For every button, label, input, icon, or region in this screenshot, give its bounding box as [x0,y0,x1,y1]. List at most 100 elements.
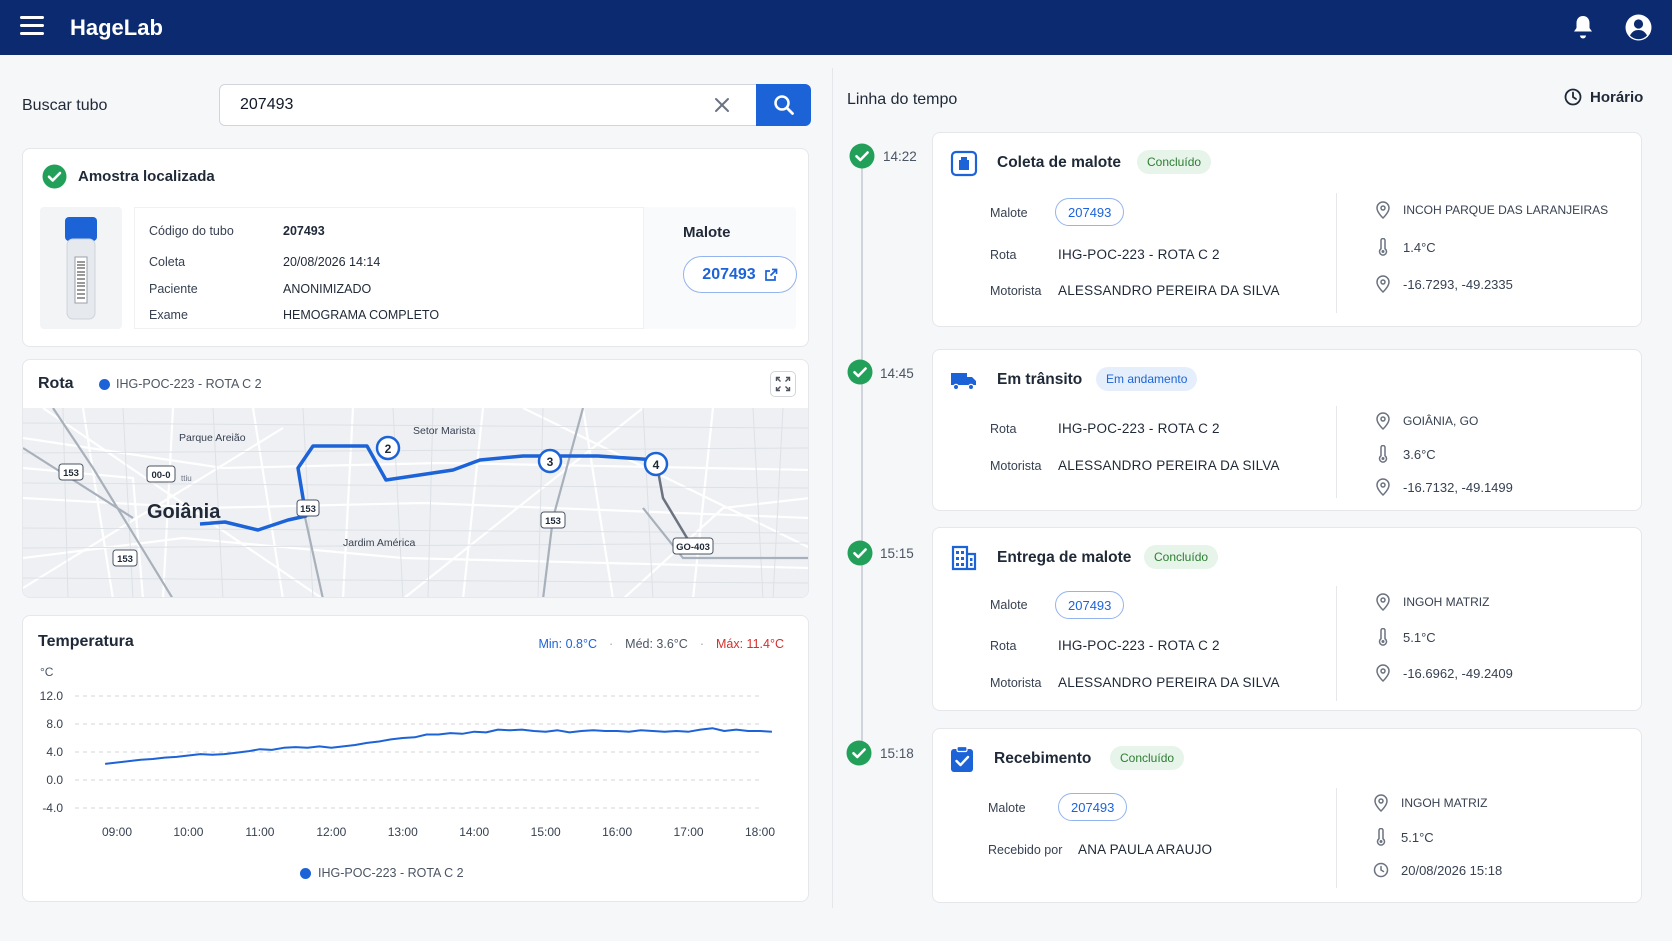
event-title: Em trânsito [997,371,1083,388]
route-stop-4[interactable]: 4 [643,451,669,477]
motorista-label: Motorista [990,459,1042,473]
timeline-title: Linha do tempo [847,91,958,108]
field-label-collection: Coleta [149,255,186,269]
timeline-line [861,156,863,756]
hamburger-menu-icon[interactable] [20,16,44,38]
malote-pill[interactable]: 207493 [1055,591,1125,619]
route-stop-3-label: 3 [547,455,554,469]
truck-icon [951,373,976,391]
route-line [199,444,657,532]
search-button[interactable] [756,84,811,126]
temperature-stats: Min: 0.8°C · Méd: 3.6°C · Máx: 11.4°C [538,637,784,651]
thermometer-icon [1378,238,1388,256]
app-brand: HageLab [70,15,163,40]
recebido-value: ANA PAULA ARAUJO [1078,842,1213,857]
location-value: INGOH MATRIZ [1401,796,1488,810]
sort-by-time-button[interactable]: Horário [1564,88,1643,106]
route-stop-4-label: 4 [653,458,660,472]
event-title: Entrega de malote [997,549,1132,566]
malote-pill[interactable]: 207493 [1055,198,1125,226]
map-label-setor-marista: Setor Marista [413,425,476,437]
coords-value: -16.7132, -49.1499 [1403,480,1513,495]
route-legend-dot [99,378,110,390]
timeline-check-icon [847,540,873,566]
clear-icon[interactable] [712,95,732,115]
clock-icon [1373,862,1389,878]
timeline-event-transito[interactable]: Em trânsito Em andamento Rota IHG-POC-22… [932,349,1642,511]
tube-icon [65,217,97,320]
timeline-event-coleta[interactable]: Coleta de malote Concluído Malote 207493… [932,132,1642,327]
timeline-event-recebimento[interactable]: Recebimento Concluído Malote 207493 Rece… [932,728,1642,903]
malote-link-button[interactable]: 207493 [683,256,797,293]
location-pin-icon [1376,275,1390,293]
field-label-exam: Exame [149,308,188,322]
external-link-icon [764,268,778,281]
temperature-value: 5.1°C [1403,630,1436,645]
map-label-small: ttiu [181,474,192,483]
recebido-label: Recebido por [988,843,1063,857]
sample-tube-image [40,207,122,329]
location-pin-icon [1376,593,1390,611]
y-tick-label: 4.0 [46,745,63,759]
search-label: Buscar tubo [22,97,108,114]
route-stop-2[interactable]: 2 [375,435,401,461]
bell-icon[interactable] [1571,14,1595,40]
shield-153-d: 153 [545,516,561,527]
thermometer-icon [1378,628,1388,646]
location-value: GOIÂNIA, GO [1403,414,1479,428]
shield-153-a: 153 [63,468,79,479]
x-tick-label: 14:00 [459,825,489,839]
location-value: INCOH PARQUE DAS LARANJEIRAS [1403,203,1609,217]
search-input[interactable] [220,96,700,114]
temp-avg: Méd: 3.6°C [625,637,688,651]
rota-value: IHG-POC-223 - ROTA C 2 [1058,421,1220,436]
y-tick-label: 12.0 [40,689,64,703]
location-pin-icon [1374,794,1388,812]
motorista-label: Motorista [990,284,1042,298]
location-pin-icon [1376,478,1390,496]
x-tick-label: 17:00 [674,825,704,839]
malote-label: Malote [990,598,1028,612]
event-title: Recebimento [994,750,1092,767]
x-tick-label: 18:00 [745,825,775,839]
x-tick-label: 13:00 [388,825,418,839]
malote-pill[interactable]: 207493 [1058,793,1128,821]
motorista-value: ALESSANDRO PEREIRA DA SILVA [1058,283,1280,298]
temperature-legend-dot [300,867,311,879]
motorista-value: ALESSANDRO PEREIRA DA SILVA [1058,675,1280,690]
temp-min: Min: 0.8°C [538,637,597,651]
route-title: Rota [38,375,74,392]
temperature-chart: °C 12.0 8.0 4.0 0.0 -4.0 09:00 10:00 11:00 12:00 1… [40,665,776,839]
fullscreen-button[interactable] [770,371,796,397]
x-tick-label: 10:00 [173,825,203,839]
status-badge: Em andamento [1096,367,1198,391]
temp-max: Máx: 11.4°C [716,637,784,651]
route-stop-3[interactable]: 3 [537,448,563,474]
x-tick-label: 12:00 [316,825,346,839]
search-icon [773,95,794,115]
route-map[interactable]: 2 3 4 Goiânia Parque Areião Setor Marist… [23,408,809,598]
malote-label: Malote [988,801,1026,815]
temperature-legend: IHG-POC-223 - ROTA C 2 [300,866,464,880]
event-time: 15:18 [880,746,914,761]
y-axis-unit: °C [40,665,54,679]
timeline-event-entrega[interactable]: Entrega de malote Concluído Malote 20749… [932,527,1642,711]
thermometer-icon [1378,445,1388,463]
malote-label: Malote [683,224,731,241]
thermometer-icon [1376,828,1386,846]
coords-value: -16.6962, -49.2409 [1403,666,1513,681]
search-field [219,84,811,126]
status-badge: Concluído [1144,545,1219,569]
sort-label: Horário [1590,88,1644,106]
rota-label: Rota [990,248,1017,262]
x-tick-label: 16:00 [602,825,632,839]
event-title: Coleta de malote [997,154,1122,171]
sample-fields: Código do tubo 207493 Coleta 20/08/2026 … [134,207,644,329]
temperature-value: 1.4°C [1403,240,1436,255]
account-icon[interactable] [1625,14,1652,41]
clipboard-check-icon [951,745,973,772]
field-value-collection: 20/08/2026 14:14 [283,255,381,269]
temperature-card: Temperatura Min: 0.8°C · Méd: 3.6°C · Máx: 1… [22,615,809,902]
timeline-check-icon [849,143,875,169]
coords-value: -16.7293, -49.2335 [1403,277,1513,292]
